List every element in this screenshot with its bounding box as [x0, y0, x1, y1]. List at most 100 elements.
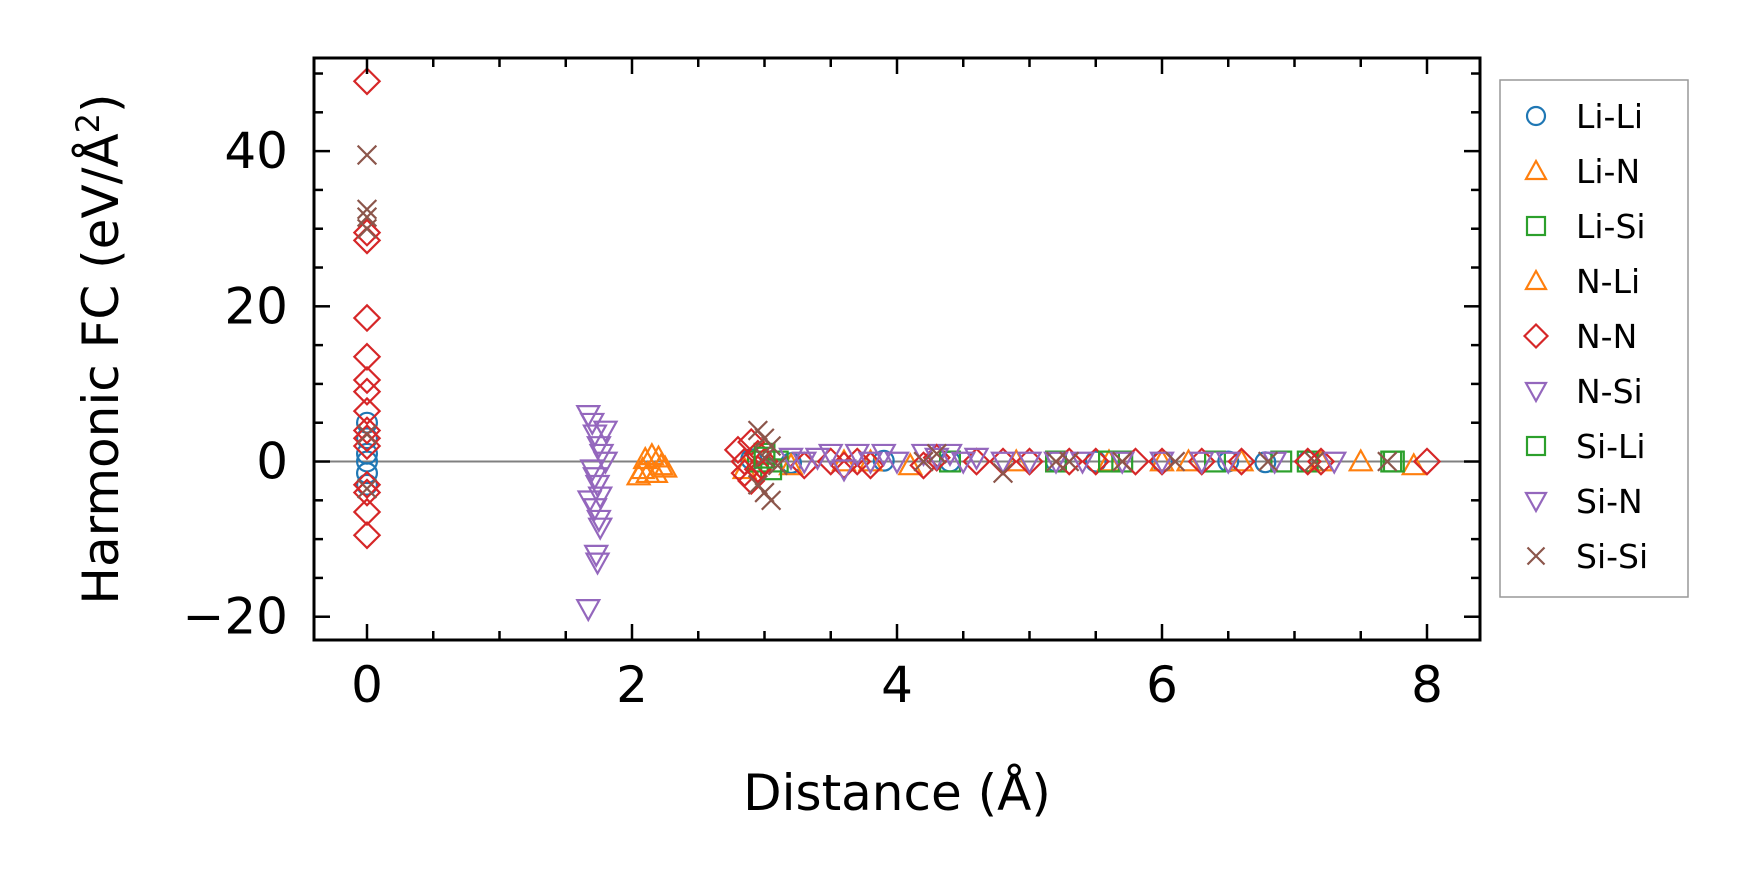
- data-point-n-n: [962, 447, 991, 476]
- data-point-n-n: [352, 377, 382, 406]
- data-point-si-li: [753, 446, 776, 469]
- data-point-li-li: [356, 427, 379, 450]
- data-point-n-n: [352, 218, 382, 247]
- data-point-n-li: [648, 452, 675, 476]
- y-axis-title-superscript: 2: [69, 113, 107, 133]
- data-point-n-si: [584, 552, 611, 576]
- data-point-li-n: [652, 454, 678, 478]
- legend-label-si-li: Si-Li: [1576, 427, 1646, 466]
- data-point-si-si: [1257, 451, 1279, 472]
- y-axis-title-main: Harmonic FC (eV/Å: [72, 133, 130, 604]
- legend-label-si-n: Si-N: [1576, 482, 1643, 521]
- series-si-si: [356, 144, 1398, 511]
- data-point-n-n: [352, 521, 382, 550]
- series-n-n: [352, 67, 1442, 550]
- data-point-si-li: [1382, 450, 1405, 473]
- data-point-li-si: [1296, 450, 1319, 473]
- x-axis-title: Distance (Å): [743, 764, 1051, 822]
- data-point-n-n: [1306, 447, 1336, 476]
- legend-marker-n-si: [1524, 381, 1548, 404]
- x-tick-label: 4: [881, 656, 913, 714]
- data-point-n-si: [587, 486, 614, 510]
- data-point-n-si: [575, 599, 602, 623]
- data-point-si-si: [1112, 451, 1133, 472]
- data-point-si-n: [884, 451, 910, 475]
- data-point-si-si: [767, 455, 788, 476]
- data-point-n-si: [582, 424, 608, 448]
- series-si-n: [778, 443, 1348, 483]
- data-point-li-li: [1084, 450, 1107, 473]
- legend-box: [1499, 79, 1689, 598]
- data-point-si-si: [356, 478, 378, 499]
- data-point-n-n: [352, 396, 382, 426]
- legend-label-li-li: Li-Li: [1576, 97, 1643, 136]
- data-point-n-si: [592, 420, 619, 444]
- data-point-n-n: [1227, 447, 1256, 476]
- data-point-si-si: [1377, 451, 1398, 472]
- data-point-li-n: [1400, 452, 1427, 476]
- data-point-li-n: [897, 452, 924, 476]
- data-point-li-n: [778, 452, 804, 476]
- data-point-n-n: [723, 435, 753, 465]
- legend-label-n-li: N-Li: [1576, 262, 1640, 301]
- legend-marker-n-n: [1522, 322, 1550, 350]
- data-point-n-n: [1081, 447, 1110, 476]
- x-tick-label: 2: [616, 656, 648, 714]
- legend-marker-si-n: [1524, 491, 1548, 514]
- series-n-si: [575, 405, 619, 623]
- data-point-n-n: [352, 478, 382, 507]
- data-point-si-si: [356, 424, 378, 445]
- legend: Li-Li Li-N Li-Si N-Li N-N N-Si Si-Li Si-N Si-Si: [1499, 79, 1689, 598]
- data-point-li-n: [639, 442, 665, 466]
- legend-marker-li-si: [1525, 215, 1547, 237]
- legend-label-n-si: N-Si: [1576, 372, 1643, 411]
- y-axis-title-close: ): [72, 93, 130, 113]
- legend-label-n-n: N-N: [1576, 317, 1637, 356]
- data-point-si-n: [1109, 451, 1136, 475]
- data-point-li-si: [1203, 450, 1226, 473]
- data-point-si-si: [926, 443, 947, 464]
- data-point-n-n: [743, 455, 773, 484]
- data-point-si-n: [950, 451, 977, 475]
- legend-marker-n-li: [1524, 268, 1548, 291]
- data-point-si-n: [963, 447, 990, 471]
- data-point-n-n: [352, 497, 382, 527]
- data-point-si-n: [1321, 451, 1348, 475]
- data-point-si-n: [990, 451, 1016, 475]
- data-point-n-n: [352, 226, 382, 255]
- data-point-n-si: [579, 459, 606, 483]
- data-point-n-n: [1293, 447, 1322, 476]
- data-point-si-si: [760, 490, 782, 511]
- data-point-n-si: [579, 412, 606, 436]
- data-point-si-si: [356, 218, 378, 239]
- y-tick-label: −20: [182, 588, 288, 646]
- y-tick-label: 20: [224, 277, 288, 335]
- data-point-si-n: [1016, 451, 1043, 475]
- data-point-si-n: [817, 443, 844, 468]
- data-point-si-n: [804, 447, 831, 471]
- data-point-si-n: [1215, 451, 1242, 475]
- data-point-n-si: [592, 451, 619, 475]
- y-tick-label: 40: [224, 122, 288, 180]
- data-point-n-si: [583, 544, 610, 568]
- data-point-si-si: [1165, 451, 1186, 472]
- legend-marker-si-si: [1526, 546, 1546, 566]
- data-point-n-n: [352, 365, 382, 395]
- x-tick-label: 0: [351, 656, 383, 714]
- plot-marks: [314, 67, 1480, 623]
- legend-label-si-si: Si-Si: [1576, 537, 1648, 576]
- axes-frame: [312, 56, 1482, 642]
- data-point-n-si: [586, 436, 612, 460]
- data-point-li-li: [356, 473, 379, 496]
- data-point-si-si: [992, 463, 1014, 484]
- legend-marker-si-li: [1525, 435, 1547, 457]
- data-point-n-n: [856, 451, 885, 480]
- data-point-si-si: [913, 451, 934, 472]
- data-point-si-si: [760, 435, 782, 457]
- data-point-li-li: [872, 449, 895, 472]
- legend-label-li-si: Li-Si: [1576, 207, 1646, 246]
- x-tick-label: 6: [1146, 656, 1178, 714]
- data-point-n-si: [587, 517, 614, 541]
- data-point-si-n: [1188, 451, 1215, 475]
